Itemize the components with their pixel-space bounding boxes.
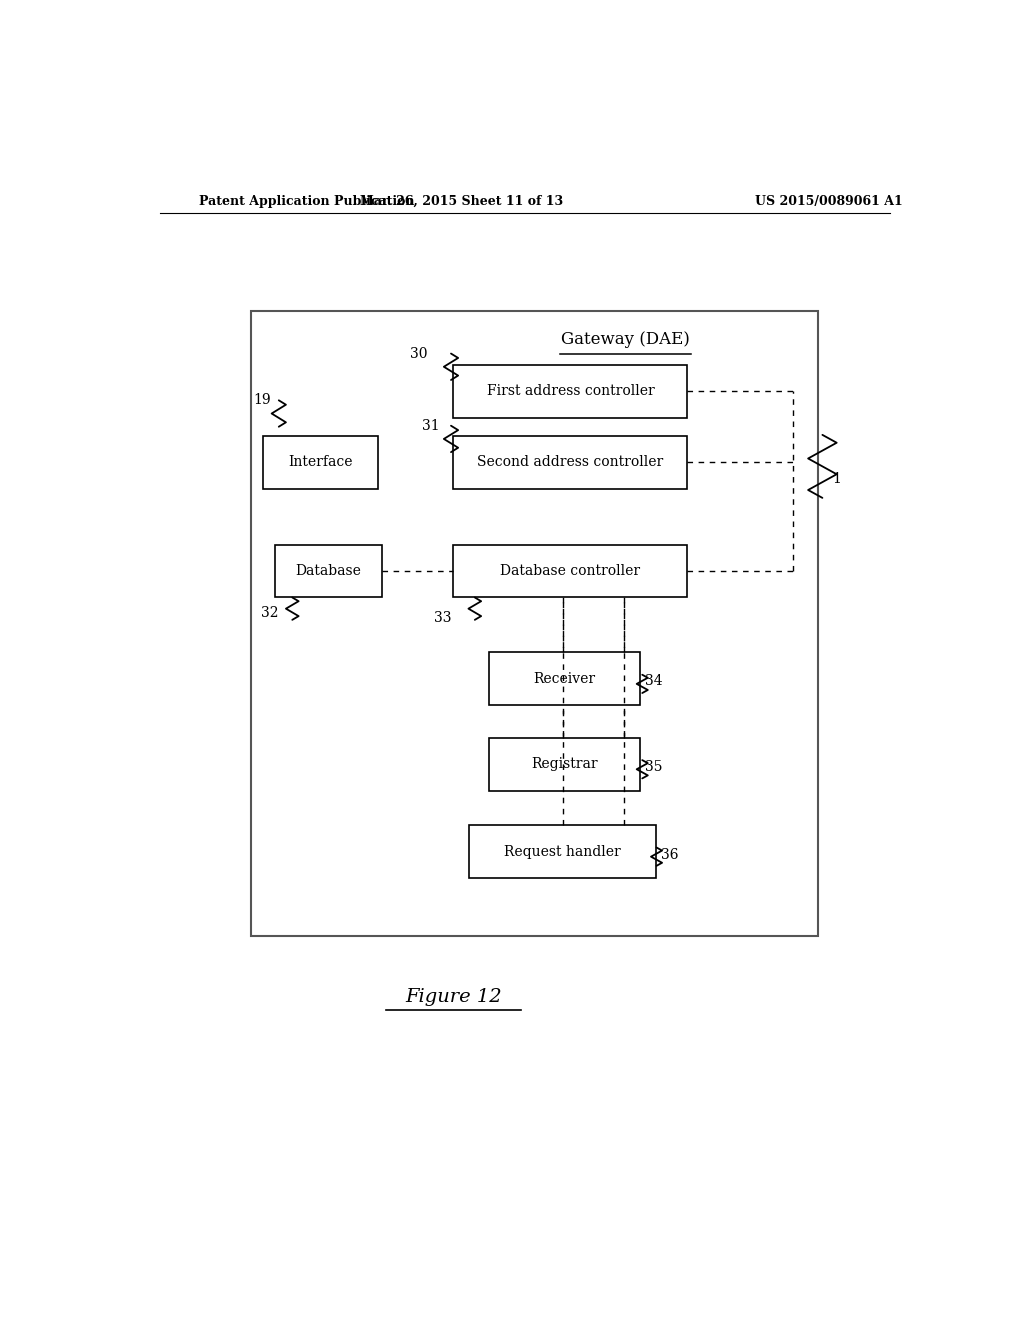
Text: 19: 19	[253, 393, 271, 408]
Bar	[251, 312, 818, 936]
Text: 34: 34	[645, 673, 664, 688]
Bar	[274, 545, 382, 598]
Text: Database controller: Database controller	[501, 564, 640, 578]
Bar	[454, 436, 687, 488]
Text: 30: 30	[410, 347, 427, 360]
Text: Receiver: Receiver	[534, 672, 596, 686]
Text: 33: 33	[433, 611, 451, 624]
Text: Second address controller: Second address controller	[477, 455, 664, 470]
Text: 36: 36	[662, 847, 679, 862]
Text: Figure 12: Figure 12	[406, 987, 502, 1006]
Text: Request handler: Request handler	[504, 845, 621, 858]
Text: 31: 31	[422, 418, 439, 433]
Text: Interface: Interface	[288, 455, 352, 470]
Bar	[469, 825, 655, 878]
Text: 32: 32	[260, 606, 279, 619]
Text: US 2015/0089061 A1: US 2015/0089061 A1	[755, 194, 903, 207]
Text: Registrar: Registrar	[531, 758, 598, 771]
Bar	[489, 652, 640, 705]
Text: Mar. 26, 2015 Sheet 11 of 13: Mar. 26, 2015 Sheet 11 of 13	[359, 194, 563, 207]
Bar	[489, 738, 640, 791]
Bar	[263, 436, 378, 488]
Text: 35: 35	[645, 760, 663, 775]
Bar	[454, 545, 687, 598]
Text: First address controller: First address controller	[486, 384, 654, 399]
Text: Gateway (DAE): Gateway (DAE)	[561, 331, 690, 347]
Bar	[454, 364, 687, 417]
Text: 1: 1	[833, 471, 842, 486]
Text: Patent Application Publication: Patent Application Publication	[200, 194, 415, 207]
Text: Database: Database	[296, 564, 361, 578]
